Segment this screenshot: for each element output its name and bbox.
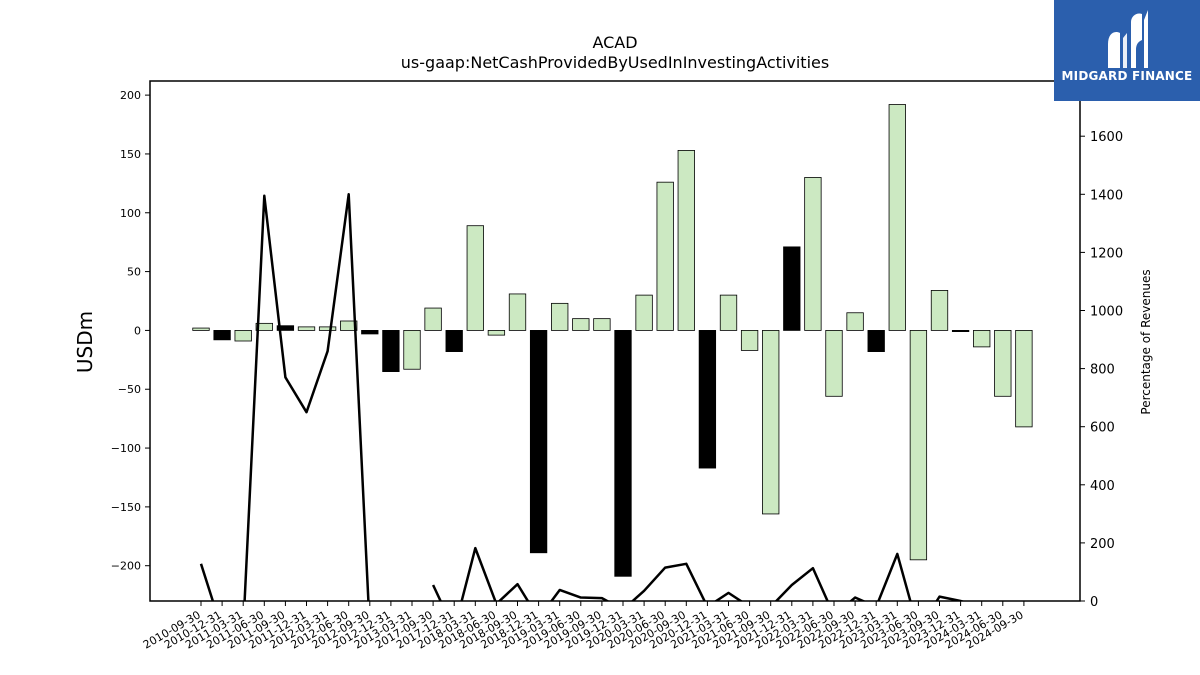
y-axis-ticks: −200 −150 −100 −50 0 50 100 150 200	[111, 89, 150, 573]
bar	[234, 330, 252, 342]
brand-logo: MIDGARD FINANCE	[1054, 0, 1200, 101]
bar	[740, 330, 759, 351]
bar	[994, 330, 1012, 397]
bar	[213, 330, 231, 341]
logo-text: MIDGARD FINANCE	[1061, 69, 1193, 83]
bar-series	[192, 104, 1033, 577]
bar	[888, 104, 906, 331]
bar	[403, 330, 421, 370]
bar	[867, 330, 885, 352]
bar	[930, 290, 949, 331]
y-tick-label: −100	[111, 442, 141, 455]
bar	[951, 330, 970, 332]
line-series	[199, 193, 966, 601]
bar	[614, 330, 632, 577]
bar	[508, 293, 527, 331]
bar	[572, 318, 590, 331]
bar	[529, 330, 548, 554]
y2-tick-label: 400	[1090, 479, 1115, 494]
bar	[635, 294, 653, 331]
bar	[255, 322, 273, 331]
bar	[340, 320, 358, 331]
y2-tick-label: 1600	[1090, 130, 1123, 145]
y2-tick-label: 0	[1090, 595, 1098, 610]
y2-tick-label: 1400	[1090, 188, 1123, 203]
y2-tick-label: 800	[1090, 363, 1115, 378]
y-tick-label: −150	[111, 501, 141, 514]
bar	[445, 330, 463, 352]
bar	[361, 330, 379, 335]
y-tick-label: 150	[120, 148, 141, 161]
bar	[192, 327, 210, 331]
y-tick-label: −200	[111, 560, 141, 573]
bar	[804, 177, 822, 331]
y-tick-label: 0	[134, 324, 141, 337]
y-tick-label: 200	[120, 89, 141, 102]
plot-frame	[149, 80, 1081, 602]
bar	[656, 181, 674, 331]
bar	[909, 330, 928, 561]
bar	[846, 312, 864, 331]
chart-subtitle: us-gaap:NetCashProvidedByUsedInInvesting…	[401, 53, 829, 72]
y-tick-label: 50	[127, 266, 141, 279]
bar	[487, 330, 506, 336]
bar	[424, 307, 442, 331]
bar	[382, 330, 400, 372]
bar	[276, 325, 295, 331]
y2-tick-label: 1200	[1090, 246, 1123, 261]
y-axis-label: USDm	[73, 311, 97, 373]
y2-axis-label: Percentage of Revenues	[1139, 269, 1153, 414]
bar	[698, 330, 717, 469]
bar	[973, 330, 991, 348]
line-segment	[199, 193, 370, 601]
bar	[466, 225, 484, 331]
bar	[677, 150, 695, 331]
chart-title: ACAD	[592, 33, 637, 52]
bar	[825, 330, 843, 397]
bar	[593, 318, 611, 331]
bar	[783, 246, 801, 331]
bar	[297, 326, 316, 331]
y2-tick-label: 200	[1090, 537, 1115, 552]
bar	[551, 302, 569, 331]
y2-tick-label: 1000	[1090, 304, 1123, 319]
x-axis-ticks: 2010-09-302010-12-312011-03-312011-06-30…	[141, 601, 1026, 652]
bar	[762, 330, 780, 515]
y2-axis-ticks: 0 200 400 600 800 1000 1200 1400 1600	[1080, 130, 1123, 610]
y-tick-label: 100	[120, 207, 141, 220]
y-tick-label: −50	[118, 383, 141, 396]
bar	[719, 294, 738, 331]
logo-mark-icon	[1108, 10, 1148, 69]
y2-tick-label: 600	[1090, 421, 1115, 436]
bar	[318, 326, 337, 331]
line-segment	[431, 546, 966, 601]
bar	[1015, 330, 1033, 428]
